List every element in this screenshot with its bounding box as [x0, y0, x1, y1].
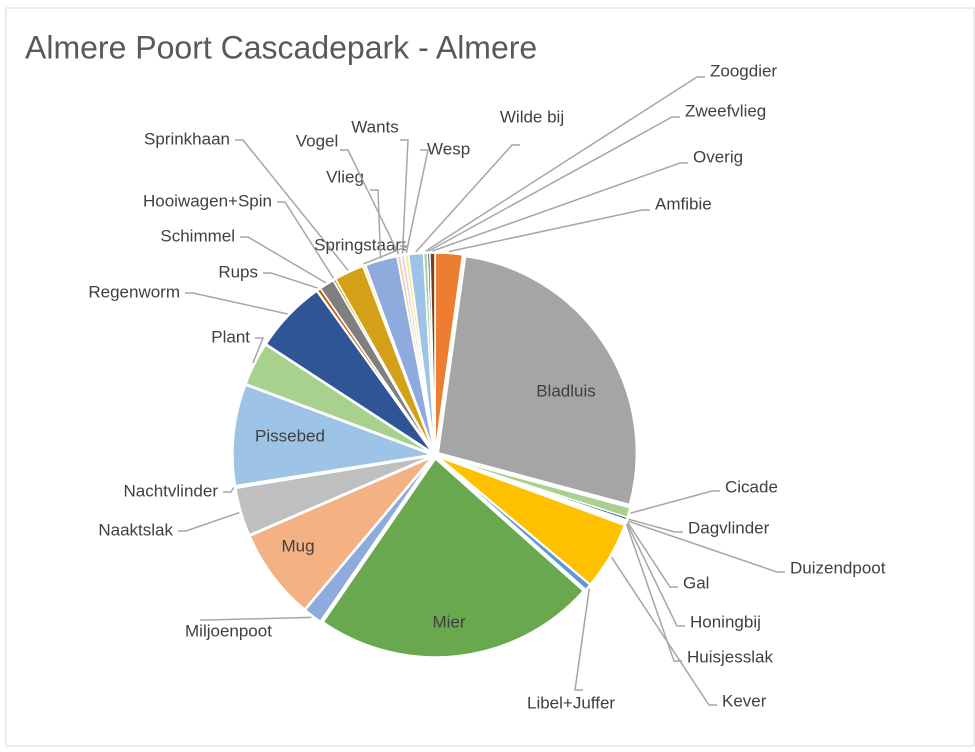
leader-line [185, 292, 288, 315]
slice-label: Springstaart [314, 235, 406, 254]
slice-label: Naaktslak [98, 520, 173, 539]
leader-line [178, 511, 240, 532]
slice-label: Duizendpoot [790, 558, 886, 577]
leader-line [400, 139, 409, 254]
slice-label: Kever [722, 691, 767, 710]
leader-line [415, 144, 520, 253]
leader-line [235, 139, 349, 271]
leader-line [626, 523, 685, 627]
slice-label: Nachtvlinder [124, 481, 219, 500]
slice-label: Miljoenpoot [185, 621, 272, 640]
slice-label: Vlieg [326, 167, 364, 186]
pie-slice [265, 290, 433, 453]
leader-line [223, 487, 235, 493]
leader-line [277, 201, 335, 279]
slice-label: Pissebed [255, 426, 325, 445]
leader-line [627, 520, 785, 573]
slice-label: Wesp [427, 139, 470, 158]
slice-label: Huisjesslak [687, 647, 773, 666]
pie [232, 252, 638, 658]
slice-label: Mier [432, 612, 465, 631]
slice-label: Schimmel [160, 226, 235, 245]
leader-line [370, 189, 382, 259]
pie-slice [245, 343, 432, 454]
pie-slice [232, 384, 434, 487]
leader-line [630, 490, 720, 514]
leader-line [405, 149, 429, 254]
slice-label: Wants [351, 117, 399, 136]
pie-slice [429, 252, 436, 452]
slice-label: Dagvlinder [688, 518, 770, 537]
slice-label: Libel+Juffer [527, 693, 615, 712]
leader-line [252, 337, 265, 364]
slice-label: Overig [693, 147, 743, 166]
labels: Amfibie Bladluis Cicade Dagvlinder Duizendpo… [88, 61, 885, 712]
slice-label: Zoogdier [710, 61, 777, 80]
slice-label: Regenworm [88, 282, 180, 301]
leader-line [626, 521, 678, 588]
leader-line [610, 556, 717, 706]
leader-line [263, 272, 318, 289]
leader-line [424, 76, 705, 252]
leader-line [432, 162, 688, 252]
slice-label: Zweefvlieg [685, 101, 766, 120]
leader-line [240, 236, 327, 284]
leader-line [340, 149, 400, 255]
slice-label: Wilde bij [500, 107, 564, 126]
leader-line [448, 209, 650, 253]
slice-label: Mug [281, 536, 314, 555]
slice-label: Cicade [725, 477, 778, 496]
pie-slice [249, 456, 433, 611]
slice-label: Honingbij [690, 612, 761, 631]
chart-title: Almere Poort Cascadepark - Almere [25, 29, 537, 65]
leader-line [200, 616, 312, 621]
pie-slice [322, 457, 585, 658]
leader-line [574, 588, 591, 691]
slice-label: Sprinkhaan [144, 129, 230, 148]
slice-label: Amfibie [655, 194, 712, 213]
slice-label: Hooiwagen+Spin [143, 191, 272, 210]
pie-slice [437, 255, 638, 506]
slice-label: Bladluis [536, 381, 596, 400]
leader-line [628, 518, 683, 533]
slice-label: Rups [218, 262, 258, 281]
pie-slice [437, 457, 591, 591]
leader-line [428, 116, 680, 252]
slice-label: Plant [211, 327, 250, 346]
pie-slice [234, 454, 432, 489]
pie-slice [304, 457, 434, 623]
slice-label: Gal [683, 573, 709, 592]
slice-label: Vogel [296, 131, 339, 150]
pie-slice [437, 456, 626, 586]
